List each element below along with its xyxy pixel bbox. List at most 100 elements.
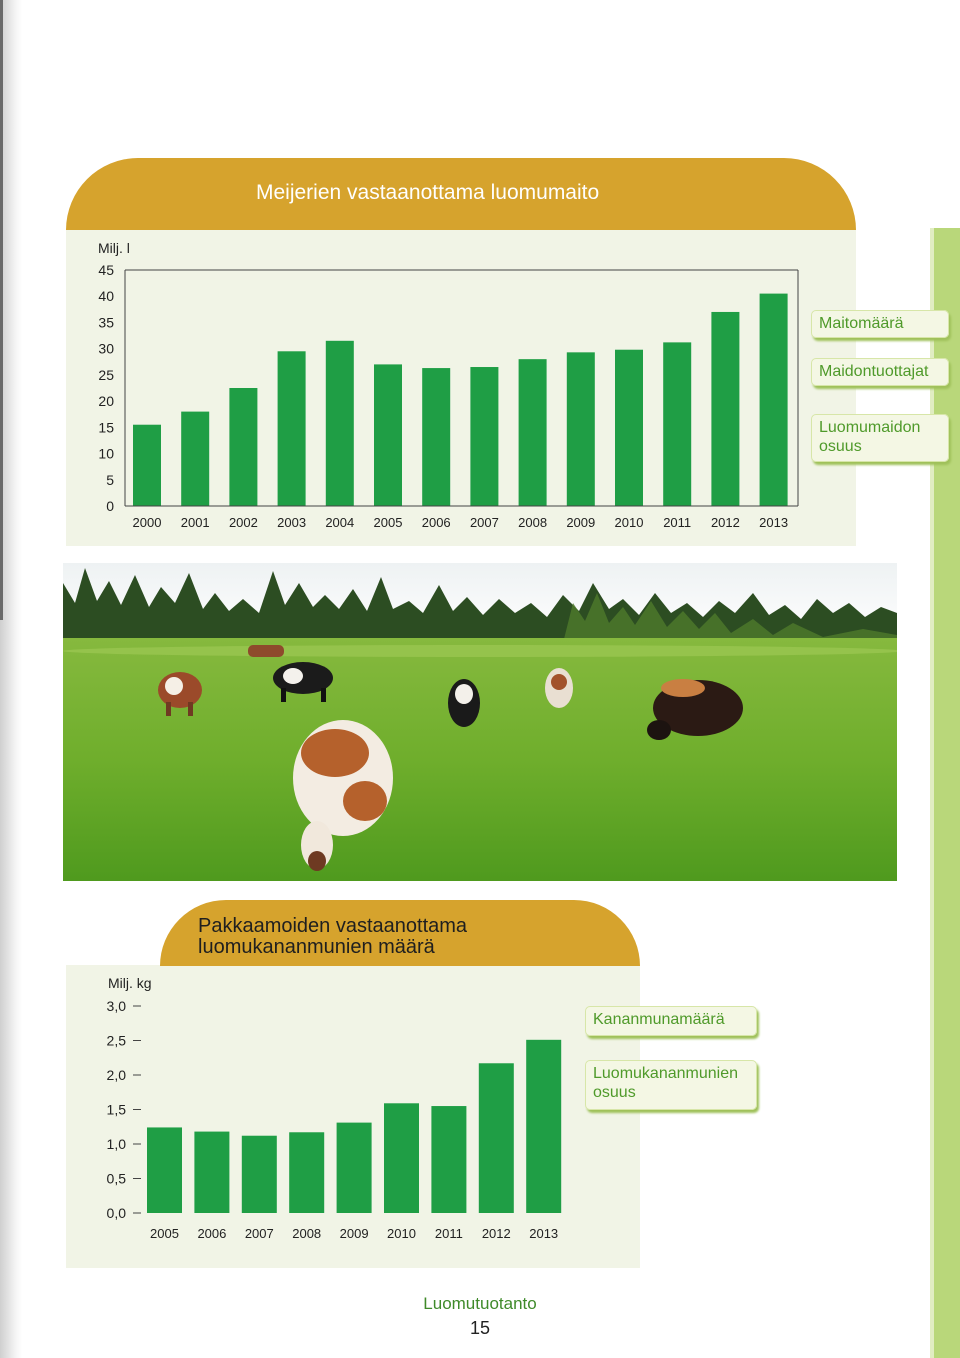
milk-volume-button[interactable]: Maitomäärä <box>811 310 949 338</box>
c2-ytick-label: 1,0 <box>107 1136 127 1152</box>
grass-field <box>63 638 897 881</box>
bar-2000 <box>133 424 161 506</box>
cow-group-middle <box>273 662 333 702</box>
bar-2010 <box>615 349 643 506</box>
xtick-label-2006: 2006 <box>422 515 451 530</box>
xtick-label-2009: 2009 <box>566 515 595 530</box>
milk-chart-bars <box>133 293 788 506</box>
egg-chart-title: Pakkaamoiden vastaanottama luomukananmun… <box>198 916 498 958</box>
c1-ytick-label: 0 <box>106 498 114 514</box>
milk-producers-button[interactable]: Maidontuottajat <box>811 358 949 386</box>
xtick-label-2011: 2011 <box>435 1226 463 1241</box>
egg-chart-bars <box>147 1039 562 1213</box>
xtick-label-2007: 2007 <box>470 515 499 530</box>
egg-volume-button[interactable]: Kananmunamäärä <box>585 1006 757 1036</box>
egg-chart-ylabel: Milj. kg <box>108 975 152 991</box>
organic-milk-share-label-line1: Luomumaidon <box>819 419 921 436</box>
bar-2012 <box>478 1063 514 1213</box>
milk-chart-xticks: 2000 2001 2002 2003 2004 2005 2006 2007 2008 2009… <box>133 515 789 530</box>
c1-ytick-label: 40 <box>98 288 114 304</box>
egg-chart-xticks: 2005 2006 2007 2008 2009 2010 2011 2012 2013 <box>150 1226 558 1241</box>
egg-chart-title-text: Pakkaamoiden vastaanottama luomukananmun… <box>198 915 468 958</box>
bar-2002 <box>229 388 258 506</box>
cow-far-left <box>158 672 202 716</box>
cow-center <box>448 679 480 727</box>
bar-2011 <box>431 1106 467 1213</box>
c1-ytick-label: 25 <box>98 367 114 383</box>
cow-distant <box>248 645 284 657</box>
section-name: Luomutuotanto <box>423 1294 537 1313</box>
xtick-label-2005: 2005 <box>374 515 403 530</box>
c2-ytick-label: 3,0 <box>107 998 127 1014</box>
xtick-label-2007: 2007 <box>245 1226 274 1241</box>
bar-2011 <box>663 342 692 506</box>
page-edge-line <box>0 0 3 620</box>
c2-ytick-label: 2,0 <box>107 1067 127 1083</box>
xtick-label-2013: 2013 <box>529 1226 558 1241</box>
xtick-label-2012: 2012 <box>482 1226 511 1241</box>
milk-chart-tab <box>66 158 856 230</box>
cow-foreground <box>293 720 393 871</box>
c1-ytick-label: 30 <box>98 341 114 357</box>
organic-egg-share-label-line1: Luomukananmunien <box>593 1065 738 1082</box>
cow-right-small <box>545 668 573 708</box>
bar-2008 <box>518 359 547 506</box>
organic-milk-share-label-line2: osuus <box>819 438 862 455</box>
bar-2001 <box>181 411 210 506</box>
bar-2005 <box>147 1127 182 1213</box>
c1-ytick-label: 5 <box>106 472 114 488</box>
milk-chart-yticks: 0 5 10 15 20 25 30 35 40 45 <box>98 262 114 514</box>
bar-2013 <box>526 1039 562 1213</box>
c1-ytick-label: 20 <box>98 393 114 409</box>
page-edge-shadow <box>0 0 22 1358</box>
xtick-label-2009: 2009 <box>340 1226 369 1241</box>
bar-2006 <box>194 1131 230 1213</box>
xtick-label-2013: 2013 <box>759 515 788 530</box>
bar-2005 <box>374 364 402 506</box>
c2-ytick-label: 0,5 <box>107 1171 127 1187</box>
bar-2003 <box>277 351 306 506</box>
xtick-label-2008: 2008 <box>518 515 547 530</box>
c1-ytick-label: 35 <box>98 314 114 330</box>
c1-ytick-label: 15 <box>98 419 114 435</box>
c1-ytick-label: 45 <box>98 262 114 278</box>
xtick-label-2001: 2001 <box>181 515 210 530</box>
c2-ytick-label: 2,5 <box>107 1033 127 1049</box>
birch-trees <box>563 593 897 645</box>
xtick-label-2008: 2008 <box>292 1226 321 1241</box>
xtick-label-2002: 2002 <box>229 515 258 530</box>
bar-2009 <box>336 1122 372 1213</box>
bar-2004 <box>325 340 354 506</box>
bar-2007 <box>470 367 499 506</box>
cows-pasture-photo <box>63 563 897 881</box>
xtick-label-2010: 2010 <box>387 1226 416 1241</box>
bar-2007 <box>241 1135 277 1213</box>
xtick-label-2004: 2004 <box>325 515 354 530</box>
xtick-label-2010: 2010 <box>615 515 644 530</box>
xtick-label-2005: 2005 <box>150 1226 179 1241</box>
egg-volume-button-label: Kananmunamäärä <box>593 1011 725 1028</box>
xtick-label-2003: 2003 <box>277 515 306 530</box>
milk-chart-ylabel: Milj. l <box>98 240 130 256</box>
organic-egg-share-label-line2: osuus <box>593 1084 636 1101</box>
bar-2010 <box>384 1103 419 1213</box>
egg-chart-yticks: 0,0 0,5 1,0 1,5 2,0 2,5 3,0 <box>107 998 141 1221</box>
page-number: 15 <box>469 1318 491 1338</box>
c1-ytick-label: 10 <box>98 446 114 462</box>
bar-2008 <box>289 1132 325 1213</box>
milk-producers-button-label: Maidontuottajat <box>819 363 929 380</box>
xtick-label-2012: 2012 <box>711 515 740 530</box>
cow-right <box>647 679 743 740</box>
bar-2013 <box>759 293 788 506</box>
organic-egg-share-button[interactable]: Luomukananmunien osuus <box>585 1060 757 1110</box>
xtick-label-2006: 2006 <box>197 1226 226 1241</box>
milk-chart-title: Meijerien vastaanottama luomumaito <box>256 181 600 204</box>
c2-ytick-label: 1,5 <box>107 1102 127 1118</box>
milk-volume-button-label: Maitomäärä <box>819 315 904 332</box>
bar-2012 <box>711 311 740 506</box>
c2-ytick-label: 0,0 <box>107 1205 127 1221</box>
bar-2006 <box>422 368 451 506</box>
organic-milk-share-button[interactable]: Luomumaidon osuus <box>811 414 949 462</box>
